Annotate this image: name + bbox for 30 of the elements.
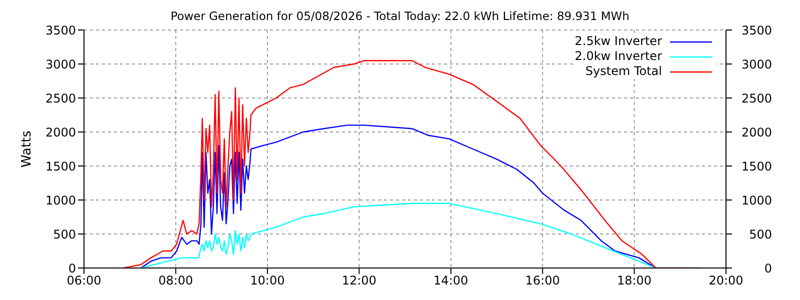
line-series [140,202,656,268]
y2-tick-label: 500 [749,227,772,242]
y-tick-label: 0 [68,261,76,276]
y2-tick-label: 3500 [741,23,772,38]
x-tick-label: 14:00 [434,274,468,288]
y-axis-title: Watts [20,130,35,168]
legend-label: System Total [585,64,662,79]
y-tick-label: 1500 [45,159,76,174]
y-tick-label: 3000 [45,57,76,72]
legend-label: 2.5kw Inverter [574,34,662,49]
x-tick-label: 10:00 [250,274,285,288]
y-tick-label: 2000 [45,125,76,140]
y2-tick-label: 3000 [741,57,772,72]
y-tick-label: 500 [53,227,76,242]
x-tick-label: 08:00 [158,274,194,288]
legend-label: 2.0kw Inverter [574,49,662,64]
y-tick-label: 3500 [45,23,76,38]
x-tick-label: 06:00 [66,274,102,288]
y2-tick-label: 2500 [741,91,772,106]
y2-tick-label: 2000 [741,125,772,140]
y2-tick-label: 1500 [741,159,772,174]
y-tick-label: 2500 [45,91,76,106]
chart-title: Power Generation for 05/08/2026 - Total Today: 22.0 kWh Lifetime: 89.931 MWh [170,9,630,23]
x-tick-label: 18:00 [616,274,652,288]
y2-tick-label: 0 [764,261,772,276]
x-tick-label: 20:00 [708,274,744,288]
y2-tick-label: 1000 [741,193,772,208]
x-tick-label: 12:00 [342,274,376,288]
x-tick-label: 16:00 [525,274,560,288]
y-tick-label: 1000 [45,193,76,208]
